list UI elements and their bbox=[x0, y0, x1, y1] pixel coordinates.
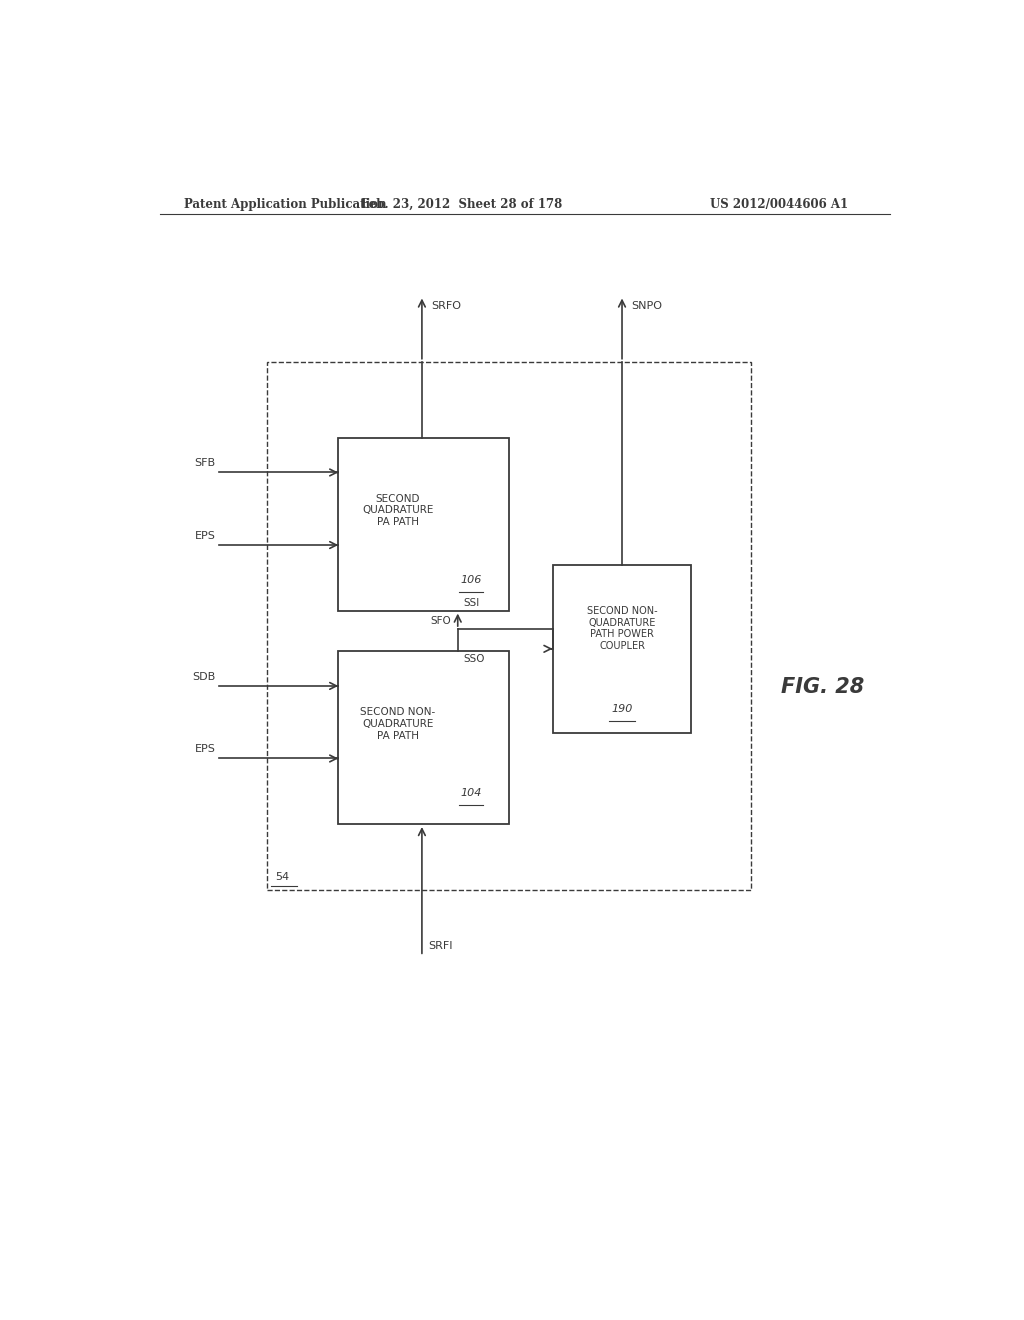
Text: EPS: EPS bbox=[195, 744, 215, 755]
Text: SRFI: SRFI bbox=[428, 941, 453, 952]
Text: SSI: SSI bbox=[463, 598, 479, 607]
Text: SECOND NON-
QUADRATURE
PATH POWER
COUPLER: SECOND NON- QUADRATURE PATH POWER COUPLE… bbox=[587, 606, 657, 651]
Text: Feb. 23, 2012  Sheet 28 of 178: Feb. 23, 2012 Sheet 28 of 178 bbox=[360, 198, 562, 211]
Text: SDB: SDB bbox=[193, 672, 215, 682]
Text: FIG. 28: FIG. 28 bbox=[780, 677, 864, 697]
Bar bbox=[553, 565, 691, 733]
Text: EPS: EPS bbox=[195, 531, 215, 541]
Text: SECOND NON-
QUADRATURE
PA PATH: SECOND NON- QUADRATURE PA PATH bbox=[360, 708, 435, 741]
Text: Patent Application Publication: Patent Application Publication bbox=[183, 198, 386, 211]
Text: 190: 190 bbox=[611, 704, 633, 714]
Text: SNPO: SNPO bbox=[632, 301, 663, 310]
Text: 104: 104 bbox=[461, 788, 482, 799]
Bar bbox=[338, 438, 509, 611]
Text: 106: 106 bbox=[461, 574, 482, 585]
Text: 54: 54 bbox=[274, 873, 289, 882]
Text: US 2012/0044606 A1: US 2012/0044606 A1 bbox=[710, 198, 848, 211]
Text: SRFO: SRFO bbox=[431, 301, 462, 310]
Text: SSO: SSO bbox=[463, 655, 484, 664]
Bar bbox=[338, 651, 509, 824]
Text: SFB: SFB bbox=[195, 458, 215, 469]
Text: SECOND
QUADRATURE
PA PATH: SECOND QUADRATURE PA PATH bbox=[362, 494, 434, 527]
Bar bbox=[267, 362, 751, 890]
Text: SFO: SFO bbox=[431, 616, 452, 626]
